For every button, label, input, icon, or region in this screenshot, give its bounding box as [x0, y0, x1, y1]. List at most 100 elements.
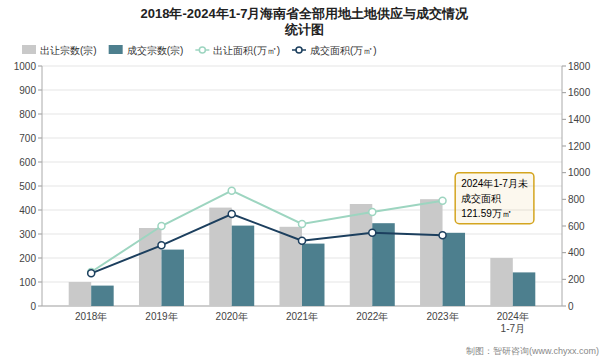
- bar: [232, 226, 254, 306]
- legend-item: 出让宗数(宗): [22, 45, 97, 56]
- marker: [158, 223, 165, 230]
- annotation-text: 2024年1-7月未成交面积121.59万㎡: [461, 178, 528, 219]
- grid-line: [42, 90, 562, 91]
- tick: [38, 282, 42, 283]
- tick-label: 1200: [568, 141, 591, 152]
- tick-label: 2019年: [145, 311, 177, 322]
- tick-label: 600: [568, 221, 585, 232]
- annotation-box: [455, 173, 534, 224]
- tick-label: 0: [30, 301, 36, 312]
- legend-item: 成交面积(万㎡): [292, 45, 377, 56]
- tick: [38, 90, 42, 91]
- tick: [562, 146, 566, 147]
- marker: [158, 242, 165, 249]
- tick: [38, 66, 42, 67]
- tick: [38, 114, 42, 115]
- legend: 出让宗数(宗) 成交宗数(宗) 出让面积(万㎡) 成交面积(万㎡): [22, 45, 377, 56]
- legend-label: 成交面积(万㎡): [310, 45, 377, 56]
- tick-label: 1800: [568, 61, 591, 72]
- background: [0, 0, 609, 359]
- tick: [562, 199, 566, 200]
- legend-swatch: [296, 47, 302, 53]
- tick-label: 1000: [568, 167, 591, 178]
- legend-label: 出让宗数(宗): [40, 45, 97, 56]
- tick-label: 1600: [568, 87, 591, 98]
- axis-line: [42, 66, 43, 306]
- footer: 制图：智研咨询(www.chyxx.com): [466, 346, 599, 356]
- tick-label: 1400: [568, 114, 591, 125]
- tick-label: 1000: [14, 61, 37, 72]
- tick: [562, 172, 566, 173]
- legend-swatch: [199, 47, 205, 53]
- annotation: 2024年1-7月未成交面积121.59万㎡: [455, 173, 534, 224]
- tick-label: 0: [568, 301, 574, 312]
- tick-label: 400: [568, 247, 585, 258]
- tick: [38, 234, 42, 235]
- tick: [562, 119, 566, 120]
- tick: [38, 186, 42, 187]
- tick: [38, 138, 42, 139]
- bar: [161, 250, 183, 306]
- tick-label: 2021年: [286, 311, 318, 322]
- tick: [38, 306, 42, 307]
- marker: [88, 270, 95, 277]
- tick-label: 2018年: [75, 311, 107, 322]
- bar: [91, 286, 113, 306]
- tick: [562, 252, 566, 253]
- bar: [443, 233, 465, 306]
- tick-label: 100: [19, 277, 36, 288]
- legend-swatch: [109, 45, 123, 54]
- tick-label: 600: [19, 157, 36, 168]
- tick-label: 700: [19, 133, 36, 144]
- line: [91, 191, 442, 272]
- bar: [372, 223, 394, 306]
- tick-label: 500: [19, 181, 36, 192]
- marker: [299, 221, 306, 228]
- grid-line: [42, 114, 562, 115]
- legend-item: 成交宗数(宗): [109, 45, 184, 56]
- legend-swatch: [22, 45, 36, 54]
- bar: [302, 244, 324, 306]
- legend-label: 出让面积(万㎡): [213, 45, 280, 56]
- tick-label: 900: [19, 85, 36, 96]
- tick-label: 200: [568, 274, 585, 285]
- tick-label: 2020年: [216, 311, 248, 322]
- marker: [228, 187, 235, 194]
- tick-label: 800: [19, 109, 36, 120]
- line: [91, 214, 442, 273]
- marker: [369, 229, 376, 236]
- legend-item: 出让面积(万㎡): [195, 45, 280, 56]
- tick-label: 2024年1-7月: [497, 311, 529, 334]
- tick: [38, 162, 42, 163]
- bar: [69, 282, 91, 306]
- tick: [38, 210, 42, 211]
- bar: [350, 204, 372, 306]
- bar: [490, 258, 512, 306]
- marker: [439, 197, 446, 204]
- tick: [562, 66, 566, 67]
- marker: [369, 209, 376, 216]
- title: 2018年-2024年1-7月海南省全部用地土地供应与成交情况统计图: [141, 6, 470, 37]
- legend-label: 成交宗数(宗): [127, 45, 184, 56]
- tick-label: 200: [19, 253, 36, 264]
- tick-label: 800: [568, 194, 585, 205]
- tick-label: 2022年: [356, 311, 388, 322]
- marker: [228, 211, 235, 218]
- tick: [38, 258, 42, 259]
- axis-line: [562, 66, 563, 306]
- tick-label: 400: [19, 205, 36, 216]
- tick: [562, 226, 566, 227]
- grid-line: [42, 138, 562, 139]
- grid: [42, 66, 562, 306]
- tick-label: 300: [19, 229, 36, 240]
- tick: [562, 92, 566, 93]
- marker: [439, 232, 446, 239]
- tick-label: 2023年: [426, 311, 458, 322]
- chart: 2018年-2024年1-7月海南省全部用地土地供应与成交情况统计图 0 100 20…: [0, 0, 609, 359]
- bar: [513, 272, 535, 306]
- bar: [420, 199, 442, 306]
- grid-line: [42, 66, 562, 67]
- grid-line: [42, 162, 562, 163]
- tick: [562, 279, 566, 280]
- tick: [562, 306, 566, 307]
